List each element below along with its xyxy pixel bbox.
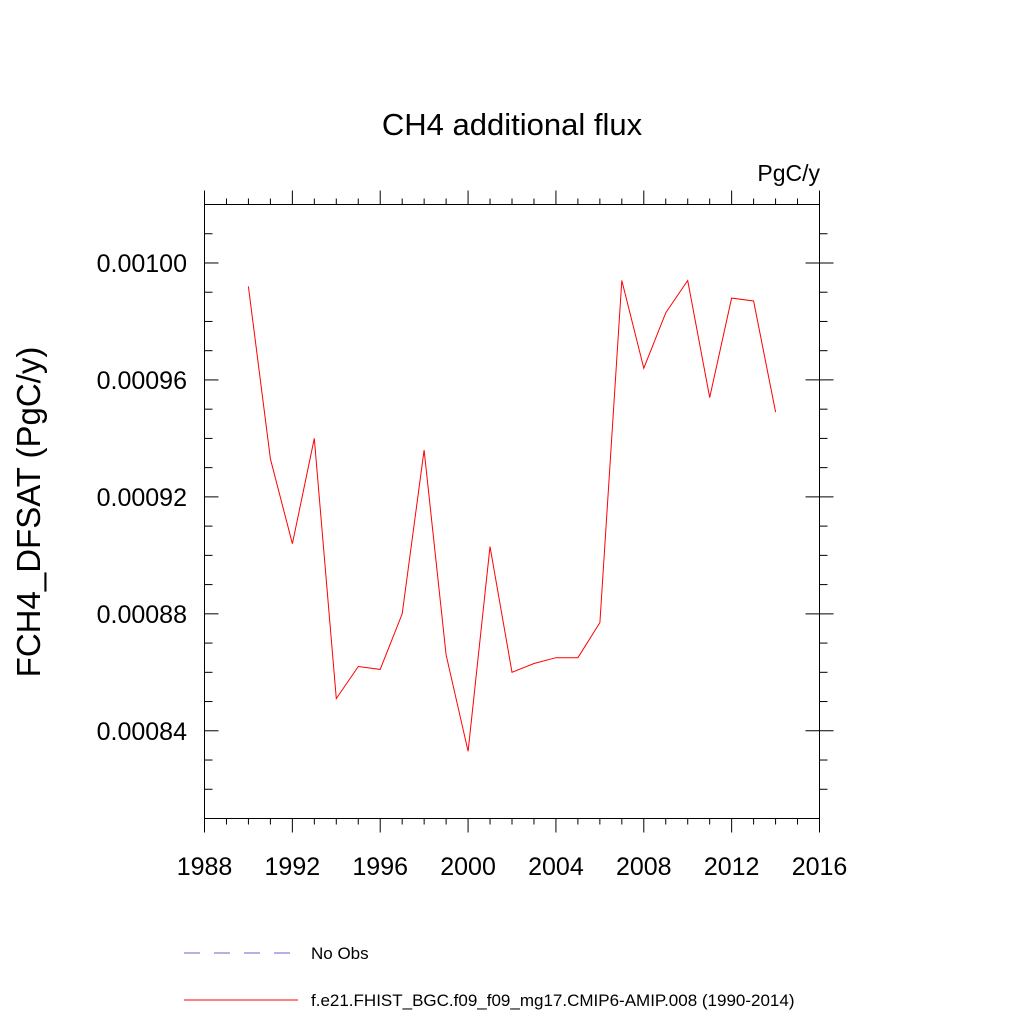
chart-title: CH4 additional flux	[382, 107, 643, 142]
series-layer	[247, 279, 777, 752]
legend: No Obs f.e21.FHIST_BGC.f09_f09_mg17.CMIP…	[184, 944, 795, 1010]
y-tick-label: 0.00088	[97, 601, 187, 629]
legend-label-no-obs: No Obs	[311, 944, 369, 963]
x-tick-label: 2012	[704, 853, 760, 881]
y-tick-label: 0.00100	[97, 250, 187, 278]
x-tick-label: 1996	[352, 853, 408, 881]
y-tick-label: 0.00096	[97, 367, 187, 395]
y-tick-label: 0.00092	[97, 484, 187, 512]
x-ticks: 1988 1992 1996 2000 2004 2008 2012 2016	[177, 190, 848, 881]
x-tick-label: 2000	[440, 853, 496, 881]
series-line	[247, 279, 777, 752]
units-label: PgC/y	[757, 160, 820, 186]
plot-frame	[204, 204, 820, 819]
y-axis-label: FCH4_DFSAT (PgC/y)	[10, 347, 47, 678]
x-tick-label: 1988	[177, 853, 233, 881]
legend-label-model: f.e21.FHIST_BGC.f09_f09_mg17.CMIP6-AMIP.…	[311, 991, 795, 1010]
x-tick-label: 2016	[792, 853, 848, 881]
y-ticks: 0.00084 0.00088 0.00092 0.00096 0.00100	[97, 233, 834, 790]
x-tick-label: 1992	[265, 853, 321, 881]
y-tick-label: 0.00084	[97, 718, 187, 746]
x-tick-label: 2004	[528, 853, 584, 881]
x-tick-label: 2008	[616, 853, 672, 881]
